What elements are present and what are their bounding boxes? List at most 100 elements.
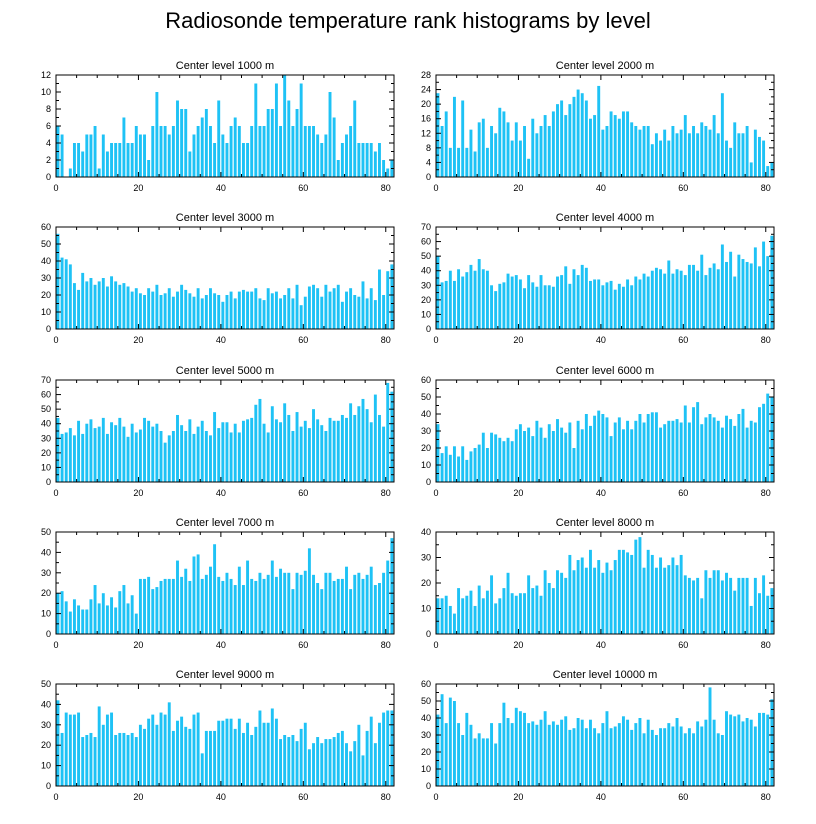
bar (77, 605, 81, 634)
bar (506, 572, 510, 634)
bar (184, 109, 188, 177)
bar (221, 422, 225, 482)
bar (213, 143, 217, 177)
bar (584, 267, 588, 329)
bar (502, 282, 506, 329)
y-tick-label: 50 (41, 679, 51, 689)
bar (369, 143, 373, 177)
bar (81, 609, 85, 634)
bar (283, 75, 287, 177)
bar (675, 133, 679, 177)
bar (444, 595, 448, 634)
bar (518, 140, 522, 177)
bar (593, 567, 597, 634)
bar (663, 129, 667, 177)
bar (729, 714, 733, 786)
bar (229, 578, 233, 634)
bar (72, 599, 76, 634)
bar (299, 574, 303, 634)
bar (250, 291, 254, 329)
bar (749, 263, 753, 329)
bar (262, 300, 266, 329)
bar (340, 414, 344, 482)
bar (741, 721, 745, 786)
bar (733, 276, 737, 329)
bar (671, 273, 675, 329)
bar (551, 286, 555, 329)
bar (547, 583, 551, 634)
bar (650, 729, 654, 786)
x-tick-label: 40 (216, 335, 226, 345)
bar (353, 741, 357, 786)
bar (295, 412, 299, 482)
bar (687, 577, 691, 634)
bar (543, 711, 547, 786)
bar (126, 436, 130, 482)
bar (163, 578, 167, 634)
y-tick-label: 30 (41, 568, 51, 578)
bar (667, 140, 671, 177)
bar (225, 718, 229, 786)
bar (336, 160, 340, 177)
bar (196, 554, 200, 634)
y-tick-label: 30 (41, 720, 51, 730)
bar (733, 425, 737, 482)
bar (465, 147, 469, 177)
bar (324, 572, 328, 634)
bar (737, 254, 741, 329)
bar (147, 288, 151, 329)
bar (605, 417, 609, 482)
y-tick-label: 0 (426, 477, 431, 487)
y-tick-label: 50 (421, 251, 431, 261)
bar (85, 735, 89, 786)
bar (307, 286, 311, 329)
bar (766, 595, 770, 634)
bar (683, 275, 687, 329)
bar (535, 585, 539, 634)
bar (494, 743, 498, 786)
bar (105, 433, 109, 482)
bar (274, 291, 278, 329)
bar (708, 267, 712, 329)
bar (452, 96, 456, 177)
bar (465, 712, 469, 786)
bar (626, 420, 630, 482)
bar (745, 126, 749, 177)
bar (720, 735, 724, 786)
bar (477, 259, 481, 329)
bar (340, 730, 344, 786)
bar (336, 732, 340, 786)
bar (134, 288, 138, 329)
bar (171, 126, 175, 177)
x-tick-label: 60 (298, 640, 308, 650)
bar (749, 719, 753, 786)
bar (332, 737, 336, 786)
bar (204, 730, 208, 786)
panel-title: Center level 7000 m (176, 517, 274, 529)
bar (539, 126, 543, 177)
x-tick-label: 20 (133, 335, 143, 345)
bar (229, 126, 233, 177)
bar (741, 133, 745, 177)
x-tick-label: 60 (678, 640, 688, 650)
bar (654, 133, 658, 177)
bar (758, 266, 761, 329)
bar (307, 428, 311, 482)
bar (745, 718, 749, 786)
bar (654, 267, 658, 329)
bar (93, 737, 97, 786)
bar (572, 570, 576, 634)
bar (237, 566, 241, 634)
bar (725, 415, 728, 482)
bar (105, 286, 109, 329)
bar (122, 283, 126, 329)
bar (646, 414, 650, 482)
bar (642, 422, 646, 482)
bar (266, 574, 270, 634)
bar (283, 735, 287, 786)
bar (650, 412, 654, 482)
bar (155, 587, 159, 634)
bar (110, 276, 114, 329)
bar (229, 291, 233, 329)
bar (316, 583, 320, 634)
